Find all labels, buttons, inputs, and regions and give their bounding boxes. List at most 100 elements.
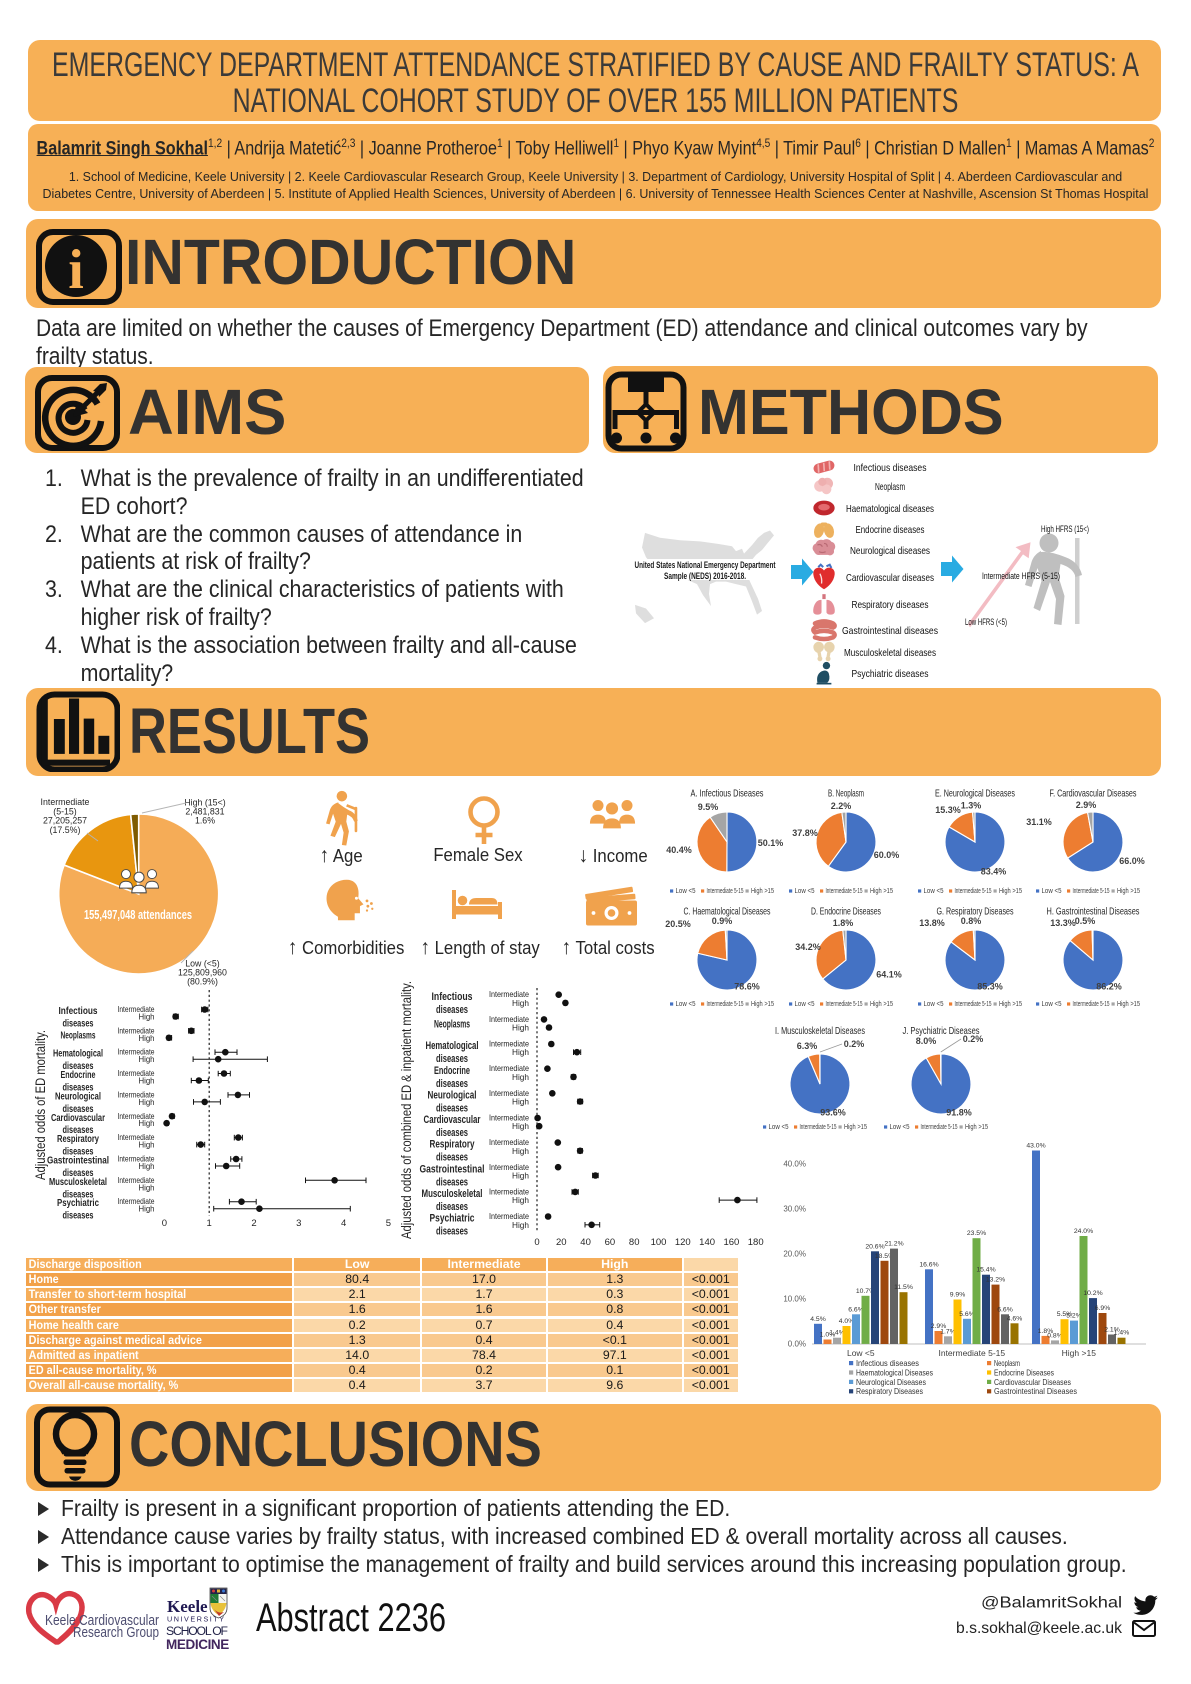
svg-text:4.0%: 4.0%: [839, 1318, 855, 1325]
svg-text:Intermediate 5-15: Intermediate 5-15: [955, 888, 992, 895]
svg-text:9.9%: 9.9%: [950, 1292, 966, 1299]
svg-text:Low <5: Low <5: [676, 1001, 696, 1008]
svg-text:diseases: diseases: [436, 1102, 468, 1114]
svg-text:20.0%: 20.0%: [783, 1250, 806, 1259]
svg-text:Keele Cardiovascular: Keele Cardiovascular: [45, 1613, 159, 1629]
svg-text:High: High: [512, 1195, 529, 1205]
svg-text:40.0%: 40.0%: [783, 1160, 806, 1169]
svg-text:High: High: [139, 1141, 155, 1150]
svg-text:diseases: diseases: [436, 1078, 468, 1090]
svg-text:23.5%: 23.5%: [967, 1230, 986, 1237]
svg-text:6.6%: 6.6%: [848, 1306, 864, 1313]
svg-text:High: High: [512, 1171, 529, 1181]
svg-text:@BalamritSokhal: @BalamritSokhal: [981, 1595, 1122, 1612]
svg-text:Low <5: Low <5: [1042, 888, 1062, 895]
svg-text:Intermediate: Intermediate: [118, 1048, 155, 1057]
svg-text:20.6%: 20.6%: [865, 1243, 884, 1250]
svg-text:4.5%: 4.5%: [810, 1316, 826, 1323]
svg-text:High: High: [512, 1220, 529, 1230]
svg-text:10.7%: 10.7%: [856, 1288, 875, 1295]
svg-text:Musculoskeletal: Musculoskeletal: [422, 1188, 483, 1200]
svg-text:United States National Emergen: United States National Emergency Departm…: [635, 560, 776, 570]
svg-text:diseases: diseases: [63, 1082, 94, 1094]
svg-text:High >15: High >15: [965, 1124, 988, 1131]
svg-text:Low <5: Low <5: [847, 1348, 875, 1358]
svg-text:Low <5: Low <5: [924, 888, 944, 895]
svg-text:Intermediate: Intermediate: [489, 989, 529, 999]
svg-text:diseases: diseases: [63, 1018, 94, 1030]
svg-text:Endocrine: Endocrine: [61, 1069, 96, 1081]
svg-text:C. Haematological Diseases: C. Haematological Diseases: [684, 906, 771, 918]
svg-text:78.6%: 78.6%: [734, 982, 760, 992]
svg-text:80: 80: [629, 1237, 640, 1248]
svg-text:1.4%: 1.4%: [1114, 1330, 1130, 1337]
svg-text:Neoplasms: Neoplasms: [61, 1029, 96, 1041]
svg-text:Intermediate 5-15: Intermediate 5-15: [1073, 888, 1110, 895]
svg-text:diseases: diseases: [436, 1053, 468, 1065]
svg-text:155,497,048 attendances: 155,497,048 attendances: [84, 907, 192, 922]
svg-text:Intermediate: Intermediate: [41, 797, 90, 807]
svg-text:Cardiovascular: Cardiovascular: [51, 1112, 105, 1124]
svg-text:Intermediate: Intermediate: [118, 1005, 155, 1014]
svg-text:2.2%: 2.2%: [831, 801, 852, 811]
svg-text:Hematological: Hematological: [53, 1048, 103, 1060]
svg-text:Low (<5): Low (<5): [185, 959, 220, 969]
svg-text:2: 2: [251, 1218, 256, 1229]
svg-text:Intermediate 5-15: Intermediate 5-15: [1073, 1001, 1110, 1008]
svg-text:High: High: [512, 1023, 529, 1033]
svg-text:(5-15): (5-15): [53, 806, 77, 816]
svg-text:11.5%: 11.5%: [894, 1284, 913, 1291]
svg-text:Intermediate: Intermediate: [118, 1112, 155, 1121]
svg-text:Gastrointestinal diseases: Gastrointestinal diseases: [842, 625, 938, 637]
svg-text:15.3%: 15.3%: [935, 805, 961, 815]
svg-text:0.2%: 0.2%: [844, 1039, 865, 1049]
svg-text:diseases: diseases: [63, 1124, 94, 1136]
svg-text:diseases: diseases: [436, 1176, 468, 1188]
svg-text:10.2%: 10.2%: [1083, 1290, 1102, 1297]
svg-text:2.1%: 2.1%: [1104, 1327, 1120, 1334]
svg-text:8.0%: 8.0%: [916, 1036, 937, 1046]
svg-text:Intermediate: Intermediate: [489, 1162, 529, 1172]
svg-text:Infectious diseases: Infectious diseases: [856, 1358, 919, 1368]
svg-text:F. Cardiovascular Diseases: F. Cardiovascular Diseases: [1050, 788, 1137, 800]
svg-text:1.8%: 1.8%: [1038, 1328, 1054, 1335]
svg-text:diseases: diseases: [63, 1060, 94, 1072]
svg-text:Low <5: Low <5: [795, 888, 815, 895]
svg-text:93.6%: 93.6%: [820, 1108, 846, 1118]
svg-text:2,481,831: 2,481,831: [185, 807, 224, 817]
svg-text:High: High: [139, 1034, 155, 1043]
svg-text:Cardiovascular diseases: Cardiovascular diseases: [846, 572, 934, 584]
svg-text:Low HFRS (<5): Low HFRS (<5): [965, 617, 1007, 627]
svg-text:1.0%: 1.0%: [820, 1332, 836, 1339]
svg-text:High >15: High >15: [999, 888, 1022, 895]
svg-text:High: High: [139, 1119, 155, 1128]
svg-text:D. Endocrine Diseases: D. Endocrine Diseases: [811, 906, 881, 918]
svg-text:diseases: diseases: [436, 1226, 468, 1238]
svg-text:85.3%: 85.3%: [977, 982, 1003, 992]
svg-text:Musculoskeletal diseases: Musculoskeletal diseases: [844, 647, 936, 659]
svg-text:Gastrointestinal Diseases: Gastrointestinal Diseases: [994, 1386, 1077, 1396]
svg-text:86.2%: 86.2%: [1096, 982, 1122, 992]
svg-text:50.1%: 50.1%: [758, 838, 784, 848]
svg-text:Gastrointestinal: Gastrointestinal: [47, 1155, 109, 1167]
svg-text:High: High: [139, 1162, 155, 1171]
svg-text:40: 40: [580, 1237, 591, 1248]
svg-text:0: 0: [534, 1237, 539, 1248]
svg-text:83.4%: 83.4%: [981, 867, 1007, 877]
svg-text:Intermediate 5-15: Intermediate 5-15: [826, 888, 863, 895]
svg-text:Musculoskeletal: Musculoskeletal: [49, 1176, 107, 1188]
svg-text:High: High: [139, 1013, 155, 1022]
svg-text:Respiratory: Respiratory: [57, 1133, 99, 1145]
svg-text:20.5%: 20.5%: [665, 919, 691, 929]
svg-text:27,205,257: 27,205,257: [43, 816, 87, 826]
svg-text:Endocrine Diseases: Endocrine Diseases: [994, 1367, 1054, 1377]
svg-text:2.9%: 2.9%: [1076, 800, 1097, 810]
svg-text:Intermediate: Intermediate: [489, 1137, 529, 1147]
svg-text:31.1%: 31.1%: [1026, 817, 1052, 827]
svg-text:3: 3: [296, 1218, 301, 1229]
svg-text:Intermediate 5-15: Intermediate 5-15: [707, 888, 744, 895]
svg-text:High HFRS (15<): High HFRS (15<): [1041, 524, 1089, 534]
svg-text:5: 5: [386, 1218, 391, 1229]
svg-text:diseases: diseases: [63, 1188, 94, 1200]
svg-text:10.0%: 10.0%: [783, 1295, 806, 1304]
